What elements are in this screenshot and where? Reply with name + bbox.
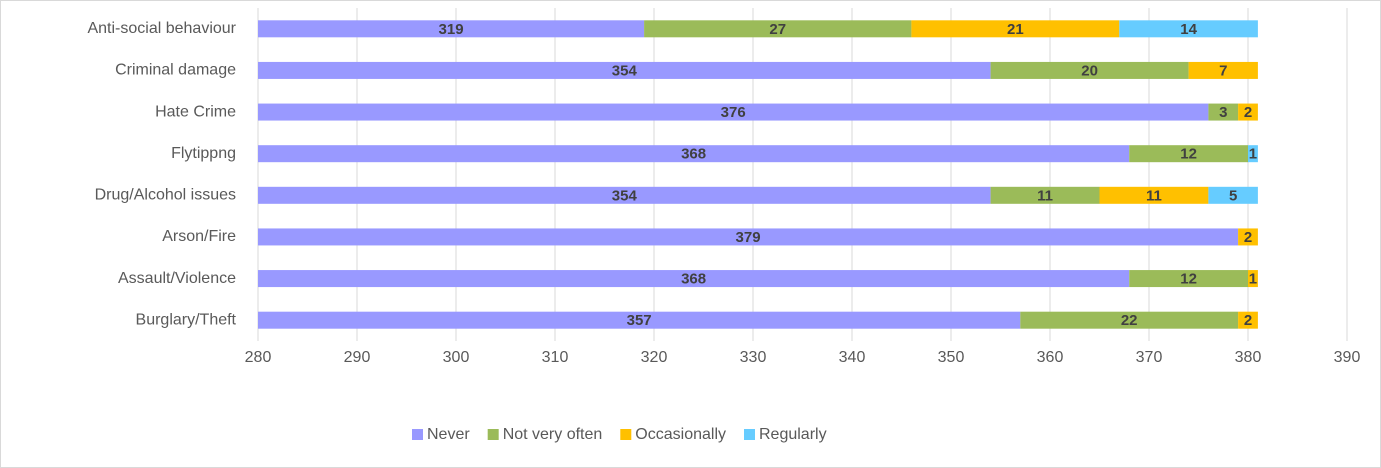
bar-segment bbox=[258, 61, 991, 79]
legend-label: Not very often bbox=[503, 426, 603, 443]
y-tick-label: Arson/Fire bbox=[162, 228, 236, 245]
value-label: 1 bbox=[1249, 146, 1257, 163]
y-tick-label: Criminal damage bbox=[115, 62, 236, 79]
value-label: 1 bbox=[1249, 271, 1257, 288]
bar-segment bbox=[1248, 270, 1258, 288]
value-label: 27 bbox=[769, 21, 786, 38]
bar-segment bbox=[1129, 145, 1248, 163]
x-tick-label: 370 bbox=[1136, 349, 1163, 366]
x-tick-label: 310 bbox=[542, 349, 569, 366]
value-label: 354 bbox=[612, 62, 638, 79]
value-label: 21 bbox=[1007, 21, 1024, 38]
bar-segment bbox=[1238, 228, 1258, 246]
y-tick-label: Assault/Violence bbox=[118, 270, 236, 287]
value-label: 2 bbox=[1244, 312, 1252, 329]
value-label: 14 bbox=[1180, 21, 1197, 38]
x-tick-label: 300 bbox=[443, 349, 470, 366]
bar-segment bbox=[258, 20, 645, 38]
value-label: 2 bbox=[1244, 104, 1252, 121]
value-label: 376 bbox=[721, 104, 746, 121]
y-tick-label: Drug/Alcohol issues bbox=[95, 187, 236, 204]
x-tick-label: 330 bbox=[740, 349, 767, 366]
legend-swatch bbox=[412, 429, 423, 440]
legend-swatch bbox=[744, 429, 755, 440]
bar-segment bbox=[258, 228, 1239, 246]
value-label: 22 bbox=[1121, 312, 1138, 329]
value-label: 11 bbox=[1037, 187, 1053, 204]
bar-segment bbox=[258, 186, 991, 204]
bar-segment bbox=[258, 311, 1021, 329]
legend-label: Regularly bbox=[759, 426, 827, 443]
bar-segment bbox=[1129, 270, 1248, 288]
bar-segment bbox=[1208, 103, 1239, 121]
x-tick-label: 350 bbox=[938, 349, 965, 366]
value-label: 7 bbox=[1219, 62, 1227, 79]
y-tick-label: Burglary/Theft bbox=[136, 311, 237, 328]
y-tick-label: Anti-social behaviour bbox=[87, 20, 236, 37]
bar-segment bbox=[1248, 145, 1258, 163]
bar-segment bbox=[990, 186, 1100, 204]
legend-swatch bbox=[620, 429, 632, 440]
value-label: 354 bbox=[612, 187, 638, 204]
x-tick-label: 360 bbox=[1037, 349, 1064, 366]
bar-segment bbox=[1099, 186, 1209, 204]
bar-segment bbox=[1238, 103, 1258, 121]
x-tick-label: 380 bbox=[1235, 349, 1262, 366]
legend-swatch bbox=[487, 429, 499, 440]
value-label: 12 bbox=[1180, 271, 1197, 288]
value-label: 379 bbox=[736, 229, 761, 246]
bar-segment bbox=[1119, 20, 1258, 38]
value-label: 3 bbox=[1219, 104, 1227, 121]
bar-segment bbox=[258, 145, 1130, 163]
legend-label: Never bbox=[427, 426, 470, 443]
x-tick-label: 340 bbox=[839, 349, 866, 366]
bar-segment bbox=[258, 103, 1209, 121]
value-label: 2 bbox=[1244, 229, 1252, 246]
x-tick-label: 280 bbox=[245, 349, 272, 366]
x-tick-label: 290 bbox=[344, 349, 371, 366]
bar-segment bbox=[990, 61, 1189, 79]
value-label: 11 bbox=[1146, 187, 1162, 204]
bar-segment bbox=[1188, 61, 1258, 79]
x-tick-label: 320 bbox=[641, 349, 668, 366]
value-label: 12 bbox=[1180, 146, 1197, 163]
bar-segment bbox=[1238, 311, 1258, 329]
value-label: 319 bbox=[439, 21, 464, 38]
y-tick-label: Hate Crime bbox=[155, 103, 236, 120]
value-label: 5 bbox=[1229, 187, 1237, 204]
bar-segment bbox=[1208, 186, 1258, 204]
value-label: 357 bbox=[627, 312, 652, 329]
y-tick-label: Flytippng bbox=[171, 145, 236, 162]
value-label: 368 bbox=[681, 271, 706, 288]
x-tick-label: 390 bbox=[1334, 349, 1361, 366]
bar-segment bbox=[1020, 311, 1239, 329]
legend-label: Occasionally bbox=[635, 426, 726, 443]
bar-segment bbox=[644, 20, 912, 38]
bar-segment bbox=[911, 20, 1120, 38]
value-label: 368 bbox=[681, 146, 706, 163]
bar-segment bbox=[258, 270, 1130, 288]
value-label: 20 bbox=[1081, 62, 1098, 79]
